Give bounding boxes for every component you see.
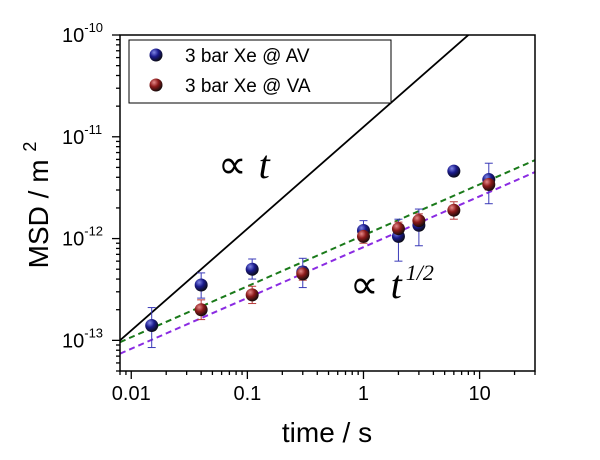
annotation-linear-prop: ∝ (218, 142, 247, 187)
y-axis-title: MSD / m 2 (20, 142, 54, 269)
y-tick-exponent: -13 (84, 325, 103, 340)
fit-line-2 (120, 171, 535, 355)
annotation-sqrt-var: t (391, 262, 403, 307)
plot-frame (119, 34, 536, 372)
legend-label-av: 3 bar Xe @ AV (185, 46, 310, 67)
x-tick-labels: 0.01 0.1 1 10 (112, 383, 491, 405)
y-tick-label-3: 10-10 (62, 20, 103, 47)
data-point-0-1 (194, 278, 208, 292)
legend-marker-av (149, 48, 163, 62)
y-tick-mantissa: 10 (62, 25, 84, 47)
y-tick-label-2: 10-11 (62, 122, 102, 149)
legend-marker-dot-1 (149, 78, 163, 92)
data-point-1-2 (296, 267, 310, 281)
y-tick-label-1: 10-12 (62, 224, 103, 251)
error-bars (147, 162, 493, 349)
annotation-sqrt-prop: ∝ (350, 262, 379, 307)
x-tick-label-1: 0.1 (233, 383, 261, 405)
data-point-0-7 (447, 164, 461, 178)
y-axis-title-base: MSD / m (23, 159, 54, 268)
data-point-1-4 (391, 222, 405, 236)
fit-lines (120, 35, 535, 355)
legend-box (128, 39, 392, 104)
legend-marker-dot-0 (149, 48, 163, 62)
y-tick-exponent: -11 (84, 122, 102, 137)
y-tick-exponent: -10 (84, 20, 103, 35)
data-point-1-7 (482, 177, 496, 191)
legend: 3 bar Xe @ AV 3 bar Xe @ VA (128, 39, 392, 104)
y-tick-mantissa: 10 (62, 127, 84, 149)
annotation-linear: ∝ t (218, 142, 271, 187)
data-point-1-6 (447, 203, 461, 217)
data-point-1-3 (356, 229, 370, 243)
annotation-sqrt: ∝ t 1/2 (350, 260, 434, 307)
legend-marker-va (149, 78, 163, 92)
data-point-1-1 (245, 288, 259, 302)
x-tick-label-0: 0.01 (112, 383, 151, 405)
x-tick-label-2: 1 (358, 383, 369, 405)
data-point-0-0 (145, 318, 159, 332)
data-point-1-0 (194, 303, 208, 317)
fit-line-0 (120, 35, 470, 342)
y-axis-title-sup: 2 (20, 142, 40, 152)
y-tick-exponent: -12 (84, 224, 103, 239)
data-point-1-5 (412, 214, 426, 228)
y-tick-label-0: 10-13 (62, 325, 103, 352)
data-points (145, 164, 496, 332)
fit-line-1 (120, 159, 535, 344)
data-point-0-2 (245, 262, 259, 276)
annotation-sqrt-exp: 1/2 (406, 260, 434, 285)
x-tick-label-3: 10 (468, 383, 490, 405)
y-tick-mantissa: 10 (62, 330, 84, 352)
y-tick-mantissa: 10 (62, 229, 84, 251)
x-axis-title: time / s (282, 417, 372, 448)
annotation-linear-var: t (259, 142, 271, 187)
axis-ticks (112, 34, 536, 379)
legend-label-va: 3 bar Xe @ VA (185, 76, 311, 97)
